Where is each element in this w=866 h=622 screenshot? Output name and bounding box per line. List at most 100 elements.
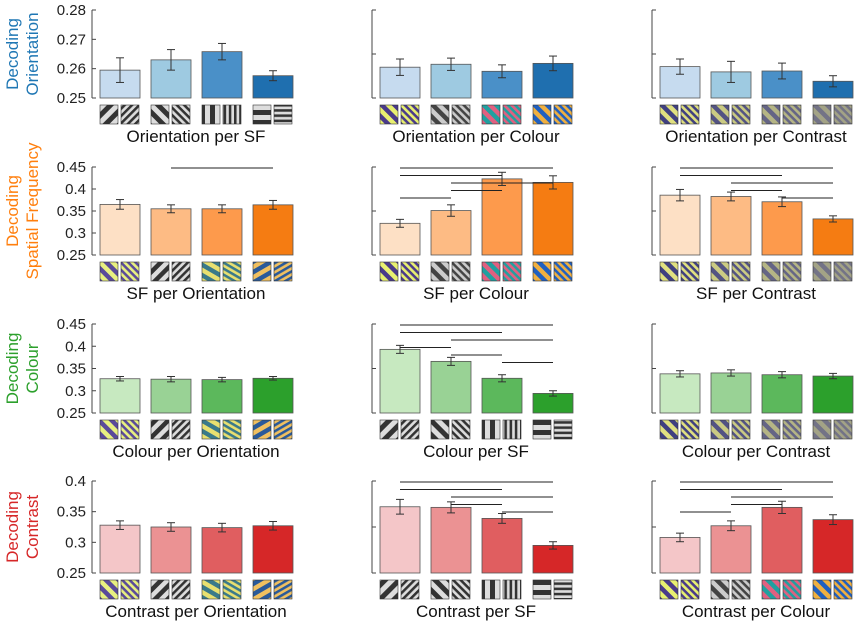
stimulus-thumbnail (99, 261, 119, 282)
y-tick-label: 0.4 (65, 473, 86, 490)
stimulus-thumbnail (833, 579, 853, 600)
stimulus-thumbnail (99, 104, 119, 125)
x-axis-label: Contrast per Colour (682, 602, 831, 621)
bar (252, 204, 294, 256)
bar (659, 194, 701, 256)
stimulus-thumbnail (252, 579, 272, 600)
y-tick-label: 0.3 (65, 225, 86, 242)
y-tick-label: 0.4 (65, 338, 86, 355)
stimulus-thumbnail (532, 419, 552, 440)
row-label-line: Decoding (3, 175, 22, 247)
x-axis-label: Orientation per SF (127, 127, 266, 146)
stimulus-thumbnail (222, 419, 242, 440)
stimulus-thumbnail (379, 419, 399, 440)
stimulus-thumbnail (171, 261, 191, 282)
bar (481, 377, 523, 414)
stimulus-thumbnail (430, 261, 450, 282)
y-tick-label: 0.35 (57, 504, 86, 521)
stimulus-thumbnail (451, 419, 471, 440)
stimulus-thumbnail (782, 104, 802, 125)
bar (430, 506, 472, 574)
y-tick-label: 0.28 (57, 2, 86, 19)
bar (379, 506, 421, 574)
bar (150, 378, 192, 414)
row-label: DecodingSpatial Frequency (3, 142, 42, 280)
bar (481, 518, 523, 574)
stimulus-thumbnail (659, 104, 679, 125)
stimulus-thumbnail (451, 104, 471, 125)
chart-panel: Contrast per SF (371, 480, 574, 621)
stimulus-thumbnail (481, 579, 501, 600)
chart-panel: Contrast per Colour (651, 480, 854, 621)
y-tick-label: 0.3 (65, 383, 86, 400)
stimulus-thumbnail (150, 104, 170, 125)
x-axis-label: Contrast per Orientation (105, 602, 286, 621)
stimulus-thumbnail (120, 419, 140, 440)
stimulus-thumbnail (451, 261, 471, 282)
stimulus-thumbnail (252, 104, 272, 125)
bar (99, 203, 141, 256)
stimulus-thumbnail (171, 419, 191, 440)
row-label-line: Decoding (3, 18, 22, 90)
stimulus-thumbnail (150, 261, 170, 282)
stimulus-thumbnail (502, 579, 522, 600)
stimulus-thumbnail (120, 579, 140, 600)
chart-panel: 0.25 0.3 0.35 0.4 0.45 Colour per Orientation (57, 316, 294, 461)
stimulus-thumbnail (782, 419, 802, 440)
x-axis-label: Orientation per Colour (392, 127, 560, 146)
y-tick-label: 0.4 (65, 181, 86, 198)
stimulus-thumbnail (710, 261, 730, 282)
stimulus-thumbnail (430, 419, 450, 440)
stimulus-thumbnail (400, 419, 420, 440)
stimulus-thumbnail (502, 261, 522, 282)
stimulus-thumbnail (731, 261, 751, 282)
y-tick-label: 0.25 (57, 247, 86, 264)
stimulus-thumbnail (553, 261, 573, 282)
bar (150, 208, 192, 256)
stimulus-thumbnail (400, 579, 420, 600)
stimulus-thumbnail (502, 419, 522, 440)
bar (812, 375, 854, 414)
x-axis-label: SF per Contrast (696, 284, 816, 303)
stimulus-thumbnail (680, 104, 700, 125)
stimulus-thumbnail (553, 419, 573, 440)
stimulus-thumbnail (400, 261, 420, 282)
row-label-line: Decoding (3, 333, 22, 405)
stimulus-thumbnail (812, 419, 832, 440)
bar (710, 372, 752, 414)
stimulus-thumbnail (451, 579, 471, 600)
bar (812, 218, 854, 256)
stimulus-thumbnail (150, 419, 170, 440)
stimulus-thumbnail (761, 419, 781, 440)
row-label-line: Colour (23, 343, 42, 393)
bar (532, 181, 574, 256)
y-tick-label: 0.3 (65, 534, 86, 551)
stimulus-thumbnail (379, 104, 399, 125)
chart-panel: 0.25 0.3 0.35 0.4 Contrast per Orientation (57, 473, 294, 621)
stimulus-thumbnail (731, 579, 751, 600)
bar (710, 525, 752, 574)
bar (659, 537, 701, 574)
bar (379, 348, 421, 414)
y-tick-label: 0.26 (57, 61, 86, 78)
bar (812, 519, 854, 574)
bar (430, 360, 472, 414)
x-axis-label: Colour per SF (423, 442, 529, 461)
stimulus-thumbnail (171, 579, 191, 600)
chart-panel: Orientation per Colour (371, 9, 574, 146)
stimulus-thumbnail (680, 419, 700, 440)
stimulus-thumbnail (710, 579, 730, 600)
stimulus-thumbnail (659, 261, 679, 282)
stimulus-thumbnail (273, 104, 293, 125)
y-tick-label: 0.35 (57, 361, 86, 378)
y-tick-label: 0.25 (57, 405, 86, 422)
stimulus-thumbnail (273, 579, 293, 600)
stimulus-thumbnail (833, 261, 853, 282)
bar (252, 377, 294, 414)
stimulus-thumbnail (481, 261, 501, 282)
stimulus-thumbnail (532, 261, 552, 282)
x-axis-label: Orientation per Contrast (665, 127, 847, 146)
stimulus-thumbnail (201, 261, 221, 282)
stimulus-thumbnail (171, 104, 191, 125)
stimulus-thumbnail (222, 579, 242, 600)
